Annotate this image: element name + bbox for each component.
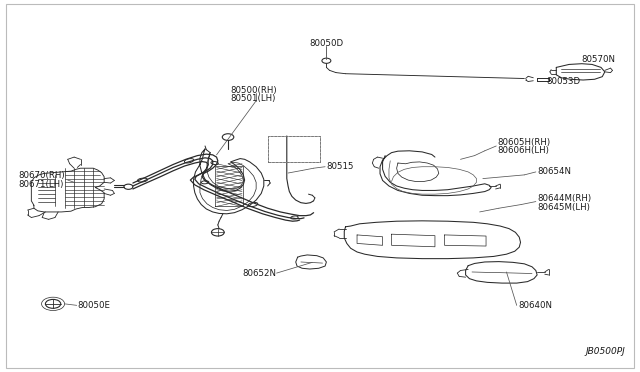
Text: 80652N: 80652N xyxy=(243,269,276,278)
Text: 80640N: 80640N xyxy=(518,301,552,310)
Text: 80605H(RH): 80605H(RH) xyxy=(497,138,550,147)
Text: 80501(LH): 80501(LH) xyxy=(230,94,276,103)
Text: 80050D: 80050D xyxy=(309,39,344,48)
Text: 80654N: 80654N xyxy=(537,167,571,176)
Text: 80515: 80515 xyxy=(326,162,354,171)
Text: 80670(RH): 80670(RH) xyxy=(19,171,65,180)
Text: 80644M(RH): 80644M(RH) xyxy=(537,195,591,203)
Text: 80050E: 80050E xyxy=(77,301,110,310)
Text: 80570N: 80570N xyxy=(582,55,616,64)
Text: 80645M(LH): 80645M(LH) xyxy=(537,203,590,212)
Text: 80053D: 80053D xyxy=(547,77,581,86)
Text: 80606H(LH): 80606H(LH) xyxy=(497,146,549,155)
Text: JB0500PJ: JB0500PJ xyxy=(586,347,625,356)
Text: 80500(RH): 80500(RH) xyxy=(230,86,277,95)
Text: 80671(LH): 80671(LH) xyxy=(19,180,64,189)
